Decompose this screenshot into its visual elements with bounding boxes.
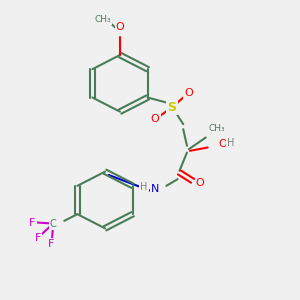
- Text: C: C: [50, 219, 56, 229]
- Text: O: O: [151, 114, 160, 124]
- Text: S: S: [167, 101, 176, 114]
- Text: O: O: [116, 22, 124, 32]
- Text: O: O: [184, 88, 193, 98]
- Text: H: H: [227, 137, 235, 148]
- Text: CH₃: CH₃: [95, 16, 111, 25]
- Text: F: F: [35, 233, 41, 243]
- Text: N: N: [151, 184, 159, 194]
- Text: H: H: [140, 182, 148, 192]
- Text: CH₃: CH₃: [209, 124, 225, 133]
- Text: O: O: [196, 178, 205, 188]
- Text: O: O: [219, 139, 228, 149]
- Text: F: F: [48, 239, 54, 249]
- Text: F: F: [29, 218, 36, 227]
